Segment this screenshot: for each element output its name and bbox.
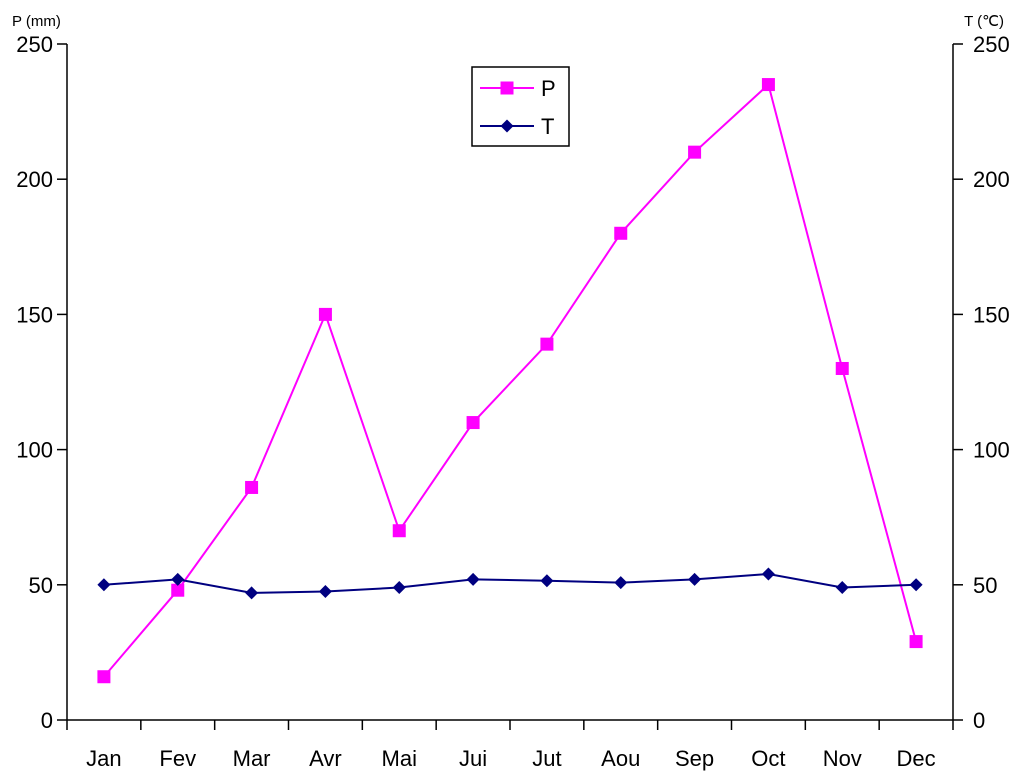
- x-category-label: Jui: [459, 746, 487, 771]
- x-category-label: Jut: [532, 746, 561, 771]
- x-category-label: Dec: [897, 746, 936, 771]
- right-y-tick-label: 100: [973, 438, 1010, 463]
- x-category-label: Oct: [751, 746, 785, 771]
- data-point-t: [909, 578, 923, 592]
- data-point-t: [540, 574, 554, 588]
- data-point-p: [171, 583, 185, 597]
- data-point-t: [466, 572, 480, 586]
- left-y-tick-label: 200: [16, 167, 53, 192]
- right-y-tick-label: 50: [973, 573, 997, 598]
- left-axis-unit-label: P (mm): [12, 13, 61, 30]
- data-point-t: [392, 581, 406, 595]
- data-point-p: [318, 307, 332, 321]
- right-y-tick-label: 200: [973, 167, 1010, 192]
- right-y-tick-label: 150: [973, 302, 1010, 327]
- legend-label-p: P: [541, 76, 556, 101]
- x-category-label: Aou: [601, 746, 640, 771]
- left-y-tick-label: 100: [16, 438, 53, 463]
- left-y-tick-label: 250: [16, 32, 53, 57]
- data-point-p: [540, 337, 554, 351]
- x-category-label: Jan: [86, 746, 121, 771]
- left-y-tick-label: 150: [16, 302, 53, 327]
- x-category-label: Sep: [675, 746, 714, 771]
- data-point-p: [97, 670, 111, 684]
- left-y-tick-label: 0: [41, 708, 53, 733]
- right-y-tick-label: 0: [973, 708, 985, 733]
- data-point-p: [835, 361, 849, 375]
- legend-label-t: T: [541, 114, 554, 139]
- right-y-tick-label: 250: [973, 32, 1010, 57]
- x-category-label: Avr: [309, 746, 342, 771]
- data-point-p: [466, 416, 480, 430]
- data-point-p: [614, 226, 628, 240]
- data-point-t: [761, 567, 775, 581]
- right-axis-unit-label: T (℃): [964, 13, 1004, 30]
- x-category-label: Mar: [233, 746, 271, 771]
- data-point-p: [909, 635, 923, 649]
- legend-marker-p: [500, 81, 514, 95]
- data-point-t: [318, 585, 332, 599]
- data-point-t: [835, 581, 849, 595]
- data-point-t: [171, 572, 185, 586]
- series-line-t: [103, 572, 917, 594]
- series-lines: [103, 82, 918, 678]
- data-point-p: [761, 78, 775, 92]
- series-markers: [97, 78, 923, 684]
- legend-box: [471, 66, 570, 147]
- data-point-t: [688, 572, 702, 586]
- data-point-p: [392, 524, 406, 538]
- data-point-t: [245, 586, 259, 600]
- data-point-t: [614, 576, 628, 590]
- x-category-label: Mai: [382, 746, 417, 771]
- tick-group: 0 50 100 150 200 250 0 50 100 150 200 250 Jan Fev Mar A…: [16, 32, 1009, 771]
- left-y-tick-label: 50: [29, 573, 53, 598]
- legend: PT: [471, 66, 570, 147]
- series-line-p: [103, 82, 918, 678]
- legend-marker-t: [500, 119, 514, 133]
- x-category-label: Nov: [823, 746, 862, 771]
- x-category-label: Fev: [159, 746, 196, 771]
- data-point-t: [97, 578, 111, 592]
- data-point-p: [245, 480, 259, 494]
- data-point-p: [688, 145, 702, 159]
